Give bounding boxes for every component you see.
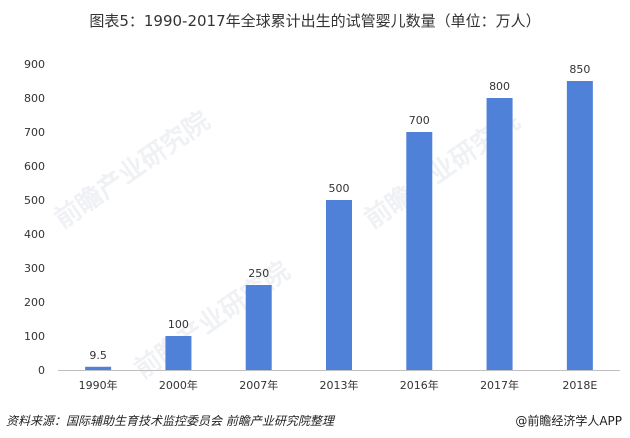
chart-title: 图表5：1990-2017年全球累计出生的试管婴儿数量（单位：万人） — [89, 12, 541, 30]
y-tick-label: 800 — [24, 92, 45, 105]
y-tick-label: 600 — [24, 160, 45, 173]
y-tick-label: 400 — [24, 228, 45, 241]
bar — [566, 81, 593, 370]
x-tick-label: 2013年 — [320, 378, 359, 392]
x-tick-label: 2007年 — [239, 378, 278, 392]
y-tick-label: 500 — [24, 194, 45, 207]
x-tick-label: 2018E — [562, 379, 597, 392]
y-tick-label: 100 — [24, 330, 45, 343]
bar — [406, 132, 433, 370]
data-label: 500 — [329, 182, 350, 195]
bar — [245, 285, 272, 370]
bar — [165, 336, 192, 370]
y-tick-label: 700 — [24, 126, 45, 139]
brand-credit: @前瞻经济学人APP — [515, 414, 622, 428]
bar — [85, 366, 112, 370]
y-tick-label: 200 — [24, 296, 45, 309]
data-label: 850 — [569, 63, 590, 76]
y-tick-label: 300 — [24, 262, 45, 275]
data-label: 100 — [168, 318, 189, 331]
x-tick-label: 2016年 — [400, 378, 439, 392]
source-note: 资料来源：国际辅助生育技术监控委员会 前瞻产业研究院整理 — [6, 414, 334, 428]
y-tick-label: 0 — [38, 364, 45, 377]
bar — [326, 200, 352, 370]
data-label: 700 — [409, 114, 430, 127]
data-label: 9.5 — [89, 349, 107, 362]
bar — [486, 98, 513, 370]
x-tick-label: 2017年 — [480, 378, 519, 392]
data-label: 800 — [489, 80, 510, 93]
x-tick-label: 1990年 — [79, 378, 118, 392]
x-tick-label: 2000年 — [159, 378, 198, 392]
data-label: 250 — [248, 267, 269, 280]
y-tick-label: 900 — [24, 58, 45, 71]
